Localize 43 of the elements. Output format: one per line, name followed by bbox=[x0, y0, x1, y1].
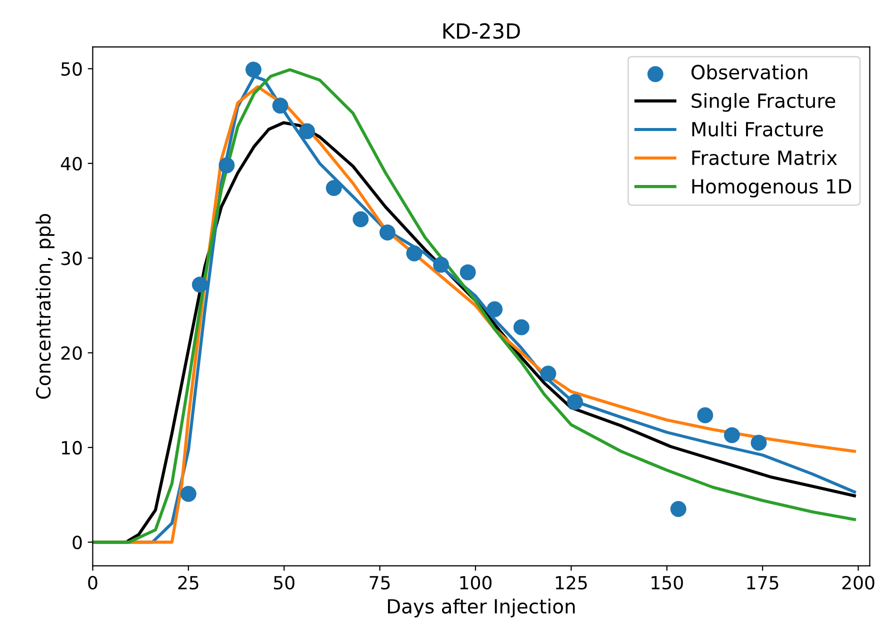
x-tick-label: 0 bbox=[88, 576, 98, 590]
x-tick-label: 100 bbox=[460, 576, 492, 590]
point bbox=[180, 486, 196, 502]
point bbox=[567, 394, 583, 410]
x-tick-label: 150 bbox=[652, 576, 683, 590]
point bbox=[460, 264, 476, 280]
y-tick-label: 50 bbox=[61, 62, 82, 76]
x-tick-label: 50 bbox=[274, 576, 294, 590]
point bbox=[326, 180, 342, 196]
point bbox=[486, 301, 503, 318]
legend-label: Single Fracture bbox=[692, 92, 836, 112]
y-tick-label: 40 bbox=[60, 156, 82, 171]
point bbox=[246, 62, 262, 78]
x-tick-label: 200 bbox=[842, 576, 874, 590]
chart-title: KD-23D bbox=[443, 23, 520, 39]
point bbox=[697, 407, 714, 424]
y-tick-label: 30 bbox=[61, 252, 82, 266]
x-tick-label: 125 bbox=[556, 576, 587, 590]
y-axis-title: Concentration, ppb bbox=[36, 214, 54, 399]
legend-label: Observation bbox=[691, 64, 808, 80]
x-tick-label: 175 bbox=[747, 576, 778, 590]
point bbox=[352, 211, 369, 228]
point bbox=[750, 434, 767, 451]
legend-label: Multi Fracture bbox=[692, 122, 823, 137]
point bbox=[513, 319, 530, 336]
point bbox=[299, 123, 316, 140]
x-tick-label: 25 bbox=[178, 576, 198, 590]
point bbox=[218, 157, 235, 174]
point bbox=[272, 98, 288, 114]
point bbox=[379, 224, 396, 241]
point bbox=[406, 245, 422, 262]
y-tick-label: 10 bbox=[62, 440, 82, 455]
point bbox=[540, 366, 556, 382]
y-tick-label: 0 bbox=[72, 536, 82, 550]
point bbox=[433, 256, 450, 273]
point bbox=[670, 501, 686, 518]
y-tick-label: 20 bbox=[61, 346, 82, 360]
x-axis-title: Days after Injection bbox=[388, 598, 575, 618]
legend-label: Fracture Matrix bbox=[692, 150, 837, 166]
x-tick-label: 75 bbox=[370, 576, 390, 590]
point bbox=[192, 276, 208, 293]
point bbox=[724, 427, 740, 444]
legend-label: Homogenous 1D bbox=[692, 179, 852, 198]
